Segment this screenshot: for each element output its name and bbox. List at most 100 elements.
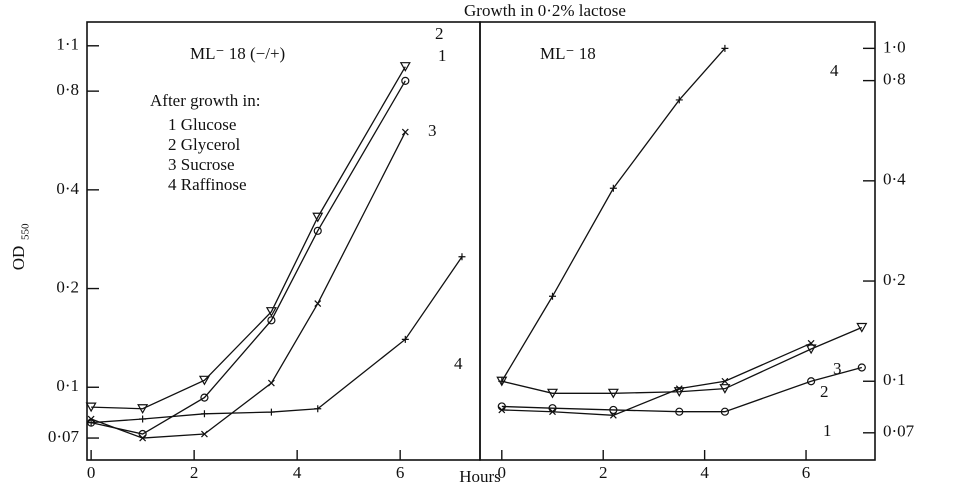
x-tick-label: 0 — [498, 463, 507, 482]
point-marker — [198, 375, 210, 386]
legend-entry: 4 Raffinose — [168, 175, 247, 194]
series-line — [90, 131, 406, 439]
point-marker — [498, 406, 506, 414]
point-marker — [265, 307, 277, 317]
point-marker — [85, 402, 97, 413]
series-end-label: 4 — [454, 354, 463, 373]
point-marker — [719, 384, 731, 394]
point-marker — [675, 385, 683, 393]
y-tick-label: 0·4 — [883, 170, 906, 189]
series-line — [501, 326, 863, 394]
legend-entry: 2 Glycerol — [168, 135, 241, 154]
point-marker — [498, 377, 506, 385]
series-end-label: 3 — [833, 359, 842, 378]
point-marker — [267, 379, 275, 387]
series — [498, 339, 815, 419]
point-marker — [609, 411, 617, 419]
point-marker — [401, 335, 409, 343]
point-marker — [721, 44, 729, 52]
legend-title: After growth in: — [150, 91, 260, 110]
y-tick-label: 0·4 — [56, 179, 79, 198]
series-end-label: 4 — [830, 61, 839, 80]
point-marker — [856, 322, 868, 333]
series-line — [501, 366, 862, 413]
series — [87, 253, 466, 427]
series — [498, 44, 729, 385]
panel-frame — [479, 21, 876, 461]
x-tick-label: 6 — [802, 463, 811, 482]
y-tick-label: 0·1 — [883, 370, 906, 389]
series — [87, 76, 410, 439]
point-marker — [267, 408, 275, 416]
series-line — [501, 47, 726, 382]
point-marker — [609, 184, 617, 192]
point-marker — [401, 76, 410, 85]
y-axis-label: OD 550 — [9, 223, 32, 270]
series-end-label: 3 — [428, 121, 437, 140]
x-tick-label: 2 — [190, 463, 199, 482]
series — [85, 62, 411, 414]
series-end-label: 1 — [438, 46, 447, 65]
point-marker — [807, 339, 815, 347]
point-marker — [314, 300, 322, 307]
chart-title: Growth in 0·2% lactose — [464, 1, 626, 20]
y-tick-label: 0·2 — [883, 270, 906, 289]
x-tick-label: 0 — [87, 463, 96, 482]
legend-entry: 1 Glucose — [168, 115, 236, 134]
point-marker — [87, 419, 95, 427]
point-marker — [805, 344, 817, 355]
annotation: ML⁻ 18 (−/+) — [190, 44, 285, 63]
point-marker — [314, 405, 322, 413]
series-line — [90, 80, 406, 435]
series-end-label: 2 — [435, 24, 444, 43]
point-marker — [313, 226, 322, 235]
x-tick-label: 4 — [700, 463, 709, 482]
point-marker — [720, 407, 730, 416]
point-marker — [607, 388, 619, 399]
point-marker — [857, 363, 866, 372]
series-end-label: 2 — [820, 382, 829, 401]
x-axis-label: Hours — [459, 467, 501, 486]
point-marker — [137, 404, 149, 414]
point-marker — [675, 407, 684, 416]
x-tick-label: 2 — [599, 463, 608, 482]
point-marker — [399, 62, 411, 72]
point-marker — [546, 388, 559, 399]
series-line — [91, 66, 406, 410]
y-tick-label: 0·8 — [883, 70, 906, 89]
y-axis-label-main: OD — [9, 246, 28, 271]
point-marker — [549, 408, 556, 416]
point-marker — [200, 393, 209, 402]
y-tick-label: 0·1 — [56, 376, 79, 395]
y-tick-label: 1·1 — [56, 35, 79, 54]
legend-entry: 3 Sucrose — [168, 155, 235, 174]
panel-frame — [86, 21, 481, 461]
series-line — [501, 342, 812, 416]
point-marker — [458, 253, 466, 261]
y-tick-label: 0·07 — [48, 427, 80, 446]
y-tick-label: 0·2 — [56, 277, 79, 296]
x-tick-label: 4 — [293, 463, 302, 482]
point-marker — [401, 128, 409, 136]
point-marker — [675, 96, 683, 104]
point-marker — [549, 292, 557, 300]
y-tick-label: 0·8 — [56, 80, 79, 99]
point-marker — [139, 434, 147, 442]
point-marker — [200, 410, 208, 418]
annotation: ML⁻ 18 — [540, 44, 596, 63]
y-tick-label: 0·07 — [883, 422, 915, 441]
y-tick-label: 1·0 — [883, 37, 906, 56]
series — [87, 128, 409, 442]
point-marker — [312, 212, 324, 223]
series-end-label: 1 — [823, 421, 832, 440]
point-marker — [139, 415, 147, 423]
point-marker — [201, 430, 208, 438]
point-marker — [807, 377, 816, 386]
y-axis-label-sub: 550 — [20, 223, 32, 240]
series — [497, 363, 866, 416]
point-marker — [87, 415, 95, 423]
point-marker — [609, 405, 618, 415]
x-tick-label: 6 — [396, 463, 405, 482]
point-marker — [721, 377, 729, 385]
